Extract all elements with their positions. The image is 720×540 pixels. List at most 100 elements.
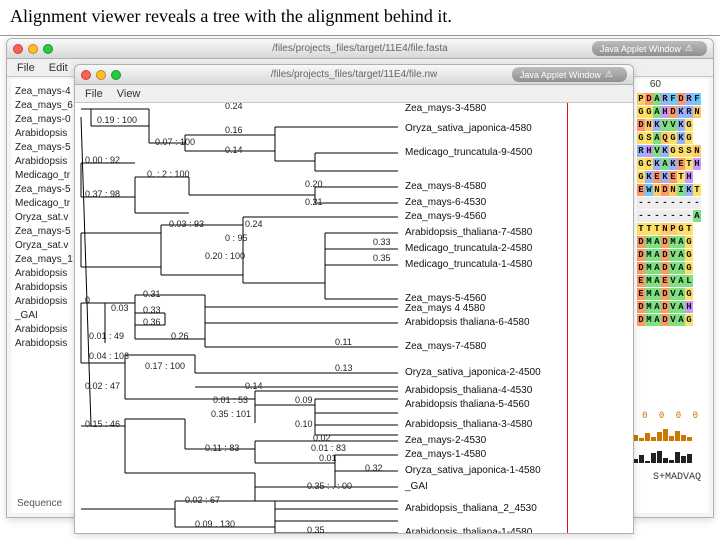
branch-label: 0.16: [225, 125, 243, 135]
tip-label[interactable]: Medicago_truncatula-9-4500: [405, 147, 532, 158]
residue-cell: V: [653, 145, 661, 157]
tip-label[interactable]: Arabidopsis_thaliana-3-4580: [405, 419, 532, 430]
sequence-name[interactable]: Zea_mays_6: [15, 99, 73, 113]
sequence-name[interactable]: Arabidopsis: [15, 127, 73, 141]
residue-cell: E: [653, 171, 661, 183]
residue-cell: E: [661, 275, 669, 287]
residue-cell: T: [685, 158, 693, 170]
sequence-name[interactable]: Arabidopsis: [15, 323, 73, 337]
menu-file[interactable]: File: [17, 62, 35, 74]
tip-label[interactable]: Oryza_sativa_japonica-1-4580: [405, 465, 541, 476]
tip-label[interactable]: Arabidopsis_thaliana-4-4530: [405, 385, 532, 396]
tip-label[interactable]: Zea_mays 4 4580: [405, 303, 485, 314]
residue-cell: D: [661, 184, 669, 196]
branch-label: 0.15 : 46: [85, 419, 120, 429]
tip-label[interactable]: Arabidopsis_thaliana_2_4530: [405, 503, 537, 514]
residue-cell: D: [661, 301, 669, 313]
close-icon[interactable]: [13, 44, 23, 54]
tip-label[interactable]: Zea_mays-2-4530: [405, 435, 486, 446]
sequence-name[interactable]: Medicago_tr: [15, 169, 73, 183]
tip-label[interactable]: Zea_mays-7-4580: [405, 341, 486, 352]
window-controls[interactable]: [81, 70, 121, 80]
residue-cell: [693, 301, 701, 313]
tree-cutoff-line[interactable]: [567, 103, 568, 533]
tip-label[interactable]: Zea_mays-6-4530: [405, 197, 486, 208]
branch-label: 0.00 : 92: [85, 155, 120, 165]
close-icon[interactable]: [81, 70, 91, 80]
residue-cell: A: [653, 314, 661, 326]
hist-bar: [645, 433, 650, 441]
residue-cell: M: [645, 288, 653, 300]
zoom-icon[interactable]: [43, 44, 53, 54]
java-applet-tag: Java Applet Window: [592, 41, 707, 56]
tree-menubar[interactable]: File View: [75, 85, 633, 103]
residue-cell: G: [685, 119, 693, 131]
menu-view[interactable]: View: [117, 88, 141, 100]
sequence-name[interactable]: Oryza_sat.v: [15, 211, 73, 225]
window-controls[interactable]: [13, 44, 53, 54]
branch-label: 0.01 : 83: [311, 443, 346, 453]
hist-bar: [645, 461, 650, 463]
sequence-name[interactable]: _GAI: [15, 309, 73, 323]
residue-cell: G: [685, 288, 693, 300]
residue-cell: A: [653, 132, 661, 144]
sequence-name[interactable]: Arabidopsis: [15, 281, 73, 295]
residue-cell: -: [669, 210, 677, 222]
tree-window: /files/projects_files/target/11E4/file.n…: [74, 64, 634, 534]
minimize-icon[interactable]: [28, 44, 38, 54]
residue-cell: K: [685, 184, 693, 196]
sequence-name[interactable]: Arabidopsis: [15, 295, 73, 309]
menu-file[interactable]: File: [85, 88, 103, 100]
residue-cell: M: [645, 301, 653, 313]
tip-label[interactable]: Zea_mays-1-4580: [405, 449, 486, 460]
tip-label[interactable]: Medicago_truncatula-1-4580: [405, 259, 532, 270]
tip-label[interactable]: Oryza_sativa_japonica-4580: [405, 123, 532, 134]
residue-cell: -: [637, 210, 645, 222]
residue-cell: [693, 223, 701, 235]
residue-cell: V: [669, 275, 677, 287]
branch-label: 0.31: [143, 289, 161, 299]
sequence-name[interactable]: Zea_mays-5: [15, 141, 73, 155]
residue-cell: G: [685, 236, 693, 248]
tip-label[interactable]: Zea_mays-8-4580: [405, 181, 486, 192]
menu-edit[interactable]: Edit: [49, 62, 68, 74]
sequence-name[interactable]: Arabidopsis: [15, 267, 73, 281]
branch-label: 0.02 : 67: [185, 495, 220, 505]
tip-label[interactable]: Arabidopsis thaliana-6-4580: [405, 317, 530, 328]
sequence-name[interactable]: Oryza_sat.v: [15, 239, 73, 253]
residue-cell: A: [677, 249, 685, 261]
residue-cell: E: [677, 158, 685, 170]
sequence-name[interactable]: Medicago_tr: [15, 197, 73, 211]
tree-titlebar[interactable]: /files/projects_files/target/11E4/file.n…: [75, 65, 633, 85]
residue-cell: D: [645, 93, 653, 105]
quality-histogram-1: [633, 427, 701, 441]
tip-label[interactable]: Arabidopsis_thaliana-7-4580: [405, 227, 532, 238]
sequence-name[interactable]: Arabidopsis: [15, 155, 73, 169]
sequence-name[interactable]: Zea_mays-5: [15, 225, 73, 239]
hist-bar: [651, 437, 656, 441]
sequence-name[interactable]: Zea_mays-4: [15, 85, 73, 99]
residue-cell: R: [637, 145, 645, 157]
tip-label[interactable]: Zea_mays-9-4560: [405, 211, 486, 222]
sequence-name[interactable]: Zea_mays-0: [15, 113, 73, 127]
branch-label: 0.24: [225, 103, 243, 111]
ruler-label: 60: [650, 79, 661, 90]
tree-body[interactable]: Zea_mays-3-4580 Oryza_sativa_japonica-458…: [75, 103, 633, 533]
sequence-name[interactable]: Zea_mays-5: [15, 183, 73, 197]
tip-label[interactable]: Arabidopsis_thaliana-1-4580: [405, 527, 532, 533]
residue-cell: [693, 262, 701, 274]
hist-bar: [657, 432, 662, 441]
tip-label[interactable]: Oryza_sativa_japonica-2-4500: [405, 367, 541, 378]
tip-label[interactable]: Arabidopsis thaliana-5-4560: [405, 399, 530, 410]
sequence-name[interactable]: Zea_mays_1: [15, 253, 73, 267]
minimize-icon[interactable]: [96, 70, 106, 80]
tip-label[interactable]: Zea_mays-3-4580: [405, 103, 486, 114]
tip-label[interactable]: Medicago_truncatula-2-4580: [405, 243, 532, 254]
residue-cell: A: [653, 262, 661, 274]
tip-label[interactable]: _GAI: [405, 481, 428, 492]
residue-cell: G: [669, 132, 677, 144]
alignment-titlebar[interactable]: /files/projects_files/target/11E4/file.f…: [7, 39, 713, 59]
branch-label: 0.17 : 100: [145, 361, 185, 371]
zoom-icon[interactable]: [111, 70, 121, 80]
sequence-name[interactable]: Arabidopsis: [15, 337, 73, 351]
